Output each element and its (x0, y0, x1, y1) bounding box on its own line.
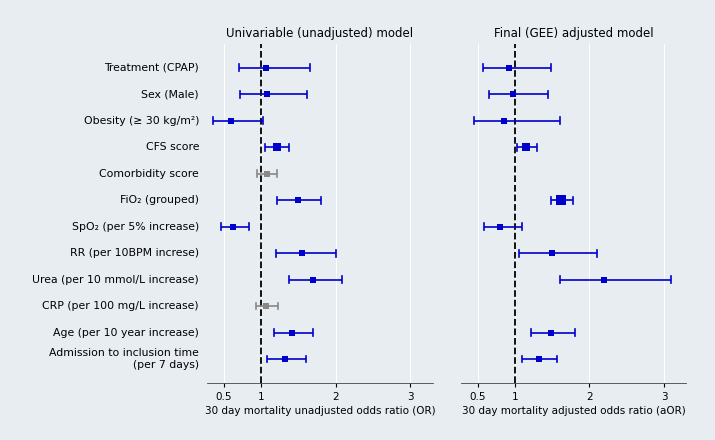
Text: FiO₂ (grouped): FiO₂ (grouped) (120, 195, 199, 205)
X-axis label: 30 day mortality adjusted odds ratio (aOR): 30 day mortality adjusted odds ratio (aO… (462, 406, 686, 416)
Text: Comorbidity score: Comorbidity score (99, 169, 199, 179)
Text: CFS score: CFS score (146, 142, 199, 152)
Text: RR (per 10BPM increse): RR (per 10BPM increse) (70, 248, 199, 258)
Text: Admission to inclusion time
(per 7 days): Admission to inclusion time (per 7 days) (49, 348, 199, 370)
Title: Univariable (unadjusted) model: Univariable (unadjusted) model (227, 27, 413, 40)
Text: Obesity (≥ 30 kg/m²): Obesity (≥ 30 kg/m²) (84, 116, 199, 126)
Text: SpO₂ (per 5% increase): SpO₂ (per 5% increase) (72, 222, 199, 231)
Text: Urea (per 10 mmol/L increase): Urea (per 10 mmol/L increase) (32, 275, 199, 285)
Text: Treatment (CPAP): Treatment (CPAP) (104, 63, 199, 73)
X-axis label: 30 day mortality unadjusted odds ratio (OR): 30 day mortality unadjusted odds ratio (… (204, 406, 435, 416)
Text: CRP (per 100 mg/L increase): CRP (per 100 mg/L increase) (42, 301, 199, 311)
Text: Age (per 10 year increase): Age (per 10 year increase) (53, 327, 199, 337)
Title: Final (GEE) adjusted model: Final (GEE) adjusted model (494, 27, 654, 40)
Text: Sex (Male): Sex (Male) (142, 89, 199, 99)
